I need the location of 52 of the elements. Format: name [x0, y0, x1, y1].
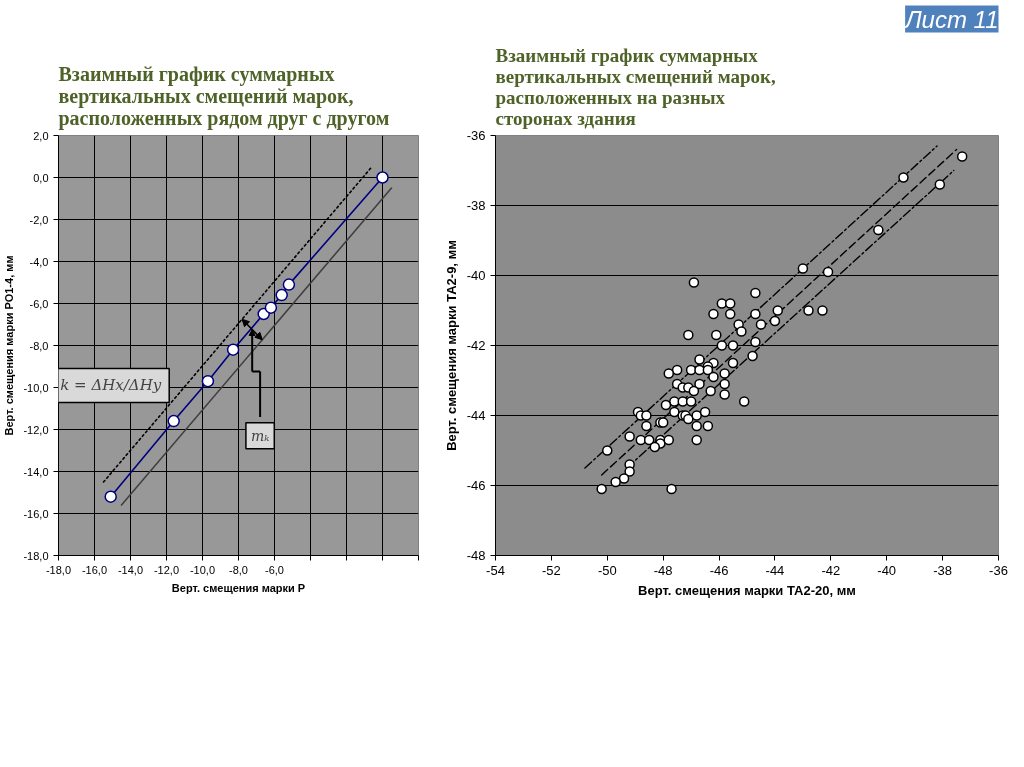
chart-title: Взаимный график суммарных вертикальных смещений марок, расположенных рядом друг с другом — [58, 62, 390, 130]
y-tick-label: -6,0 — [29, 297, 49, 310]
y-tick-label: -12,0 — [23, 423, 49, 436]
y-tick-label: -14,0 — [23, 465, 49, 478]
point — [167, 414, 180, 428]
x-tick-label: -48 — [653, 562, 673, 578]
x-tick-label: -36 — [989, 562, 1008, 578]
point — [376, 171, 389, 184]
x-tick-label: -52 — [541, 562, 561, 578]
y-tick-label: -2,0 — [29, 213, 49, 226]
text: Лист 11 — [903, 5, 999, 33]
x-tick-label: -44 — [765, 562, 785, 578]
y-tick-label: -46 — [466, 478, 486, 493]
x-tick-label: -16,0 — [81, 563, 108, 576]
point — [282, 278, 296, 291]
x-tick-label: -6,0 — [265, 563, 284, 576]
y-tick-label: -16,0 — [23, 507, 49, 520]
x-tick-label: -50 — [597, 562, 617, 578]
point — [264, 301, 278, 314]
y-tick-label: 2,0 — [33, 129, 49, 142]
x-tick-label: -18,0 — [45, 563, 72, 576]
y-tick-label: -10,0 — [23, 381, 49, 394]
x-axis-title: Верт. смещения марки Р — [171, 581, 306, 594]
y-tick-label: -38 — [466, 198, 486, 213]
point — [104, 490, 117, 503]
y-tick-label: -48 — [466, 548, 486, 563]
y-tick-label: -42 — [466, 338, 486, 353]
y-tick-label: -4,0 — [29, 255, 49, 268]
annotation: k = ΔHx/ΔHy — [60, 376, 162, 395]
x-tick-label: -46 — [709, 562, 729, 578]
y-tick-label: -36 — [466, 128, 486, 143]
x-tick-label: -12,0 — [153, 563, 180, 576]
x-tick-label: -38 — [933, 562, 953, 578]
x-tick-label: -14,0 — [117, 563, 144, 576]
y-axis-title: Верт. смещения марки РО1-4, мм — [3, 255, 16, 436]
y-tick-label: -44 — [466, 408, 486, 423]
annotation: mₖ — [250, 427, 270, 444]
x-axis-title: Верт. смещения марки ТА2-20, мм — [638, 582, 856, 598]
x-tick-label: -54 — [486, 562, 505, 578]
point — [226, 343, 240, 356]
y-tick-label: -8,0 — [29, 339, 49, 352]
point — [201, 374, 215, 388]
y-axis-title: Верт. смещения марки ТА2-9, мм — [443, 240, 459, 451]
y-tick-label: -18,0 — [23, 549, 49, 562]
x-tick-label: -10,0 — [189, 563, 216, 576]
y-tick-label: 0,0 — [33, 171, 49, 184]
x-tick-label: -8,0 — [229, 563, 248, 576]
x-tick-label: -40 — [877, 562, 897, 578]
point — [275, 288, 288, 302]
y-tick-label: -40 — [466, 268, 486, 283]
chart-title: Взаимный график суммарных вертикальных смещений марок, расположенных на разных сторонах здания — [495, 44, 777, 129]
x-tick-label: -42 — [821, 562, 841, 578]
